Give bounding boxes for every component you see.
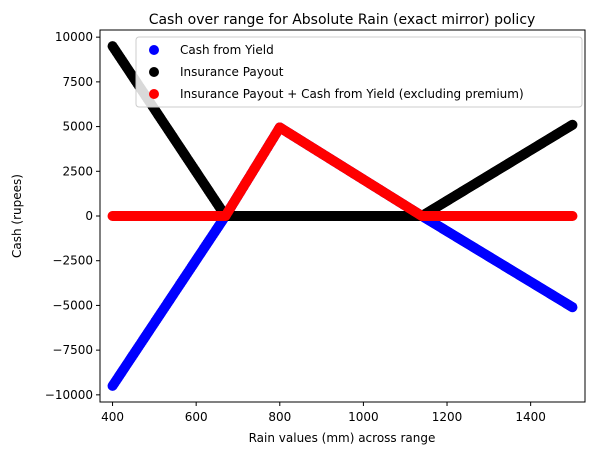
legend-marker-insurance-plus-yield bbox=[149, 89, 159, 99]
y-axis: 10000 7500 5000 2500 0 −2500 −5000 −7500 −10000 bbox=[45, 30, 100, 402]
y-tick-label: 0 bbox=[85, 209, 93, 223]
legend-marker-insurance-payout bbox=[149, 67, 159, 77]
x-axis-label: Rain values (mm) across range bbox=[249, 431, 436, 445]
x-tick-label: 400 bbox=[101, 410, 124, 424]
plot-marks bbox=[107, 41, 578, 391]
y-tick-label: −10000 bbox=[45, 388, 93, 402]
y-tick-label: −5000 bbox=[52, 298, 93, 312]
legend-label-cash-from-yield: Cash from Yield bbox=[180, 43, 274, 57]
legend-label-insurance-payout: Insurance Payout bbox=[180, 65, 284, 79]
x-tick-label: 1400 bbox=[515, 410, 546, 424]
x-tick-label: 1200 bbox=[432, 410, 463, 424]
x-tick-label: 600 bbox=[185, 410, 208, 424]
y-tick-label: 5000 bbox=[62, 120, 93, 134]
y-tick-label: 7500 bbox=[62, 75, 93, 89]
x-tick-label: 800 bbox=[268, 410, 291, 424]
x-tick-label: 1000 bbox=[348, 410, 379, 424]
chart-title: Cash over range for Absolute Rain (exact… bbox=[149, 12, 536, 28]
scatter-point-cash-from-yield bbox=[567, 302, 578, 313]
legend-frame bbox=[135, 36, 583, 108]
y-tick-label: 2500 bbox=[62, 164, 93, 178]
y-tick-label: −2500 bbox=[52, 254, 93, 268]
legend: Cash from Yield Insurance Payout Insuran… bbox=[135, 36, 583, 108]
legend-label-insurance-plus-yield: Insurance Payout + Cash from Yield (excl… bbox=[180, 87, 524, 101]
y-tick-label: 10000 bbox=[55, 30, 93, 44]
x-axis: 400 600 800 1000 1200 1400 bbox=[101, 402, 546, 424]
scatter-point-insurance-payout bbox=[567, 119, 578, 130]
y-axis-label: Cash (rupees) bbox=[10, 174, 24, 258]
scatter-point-insurance-plus-yield bbox=[567, 211, 578, 221]
y-tick-label: −7500 bbox=[52, 343, 93, 357]
legend-marker-cash-from-yield bbox=[149, 45, 159, 55]
